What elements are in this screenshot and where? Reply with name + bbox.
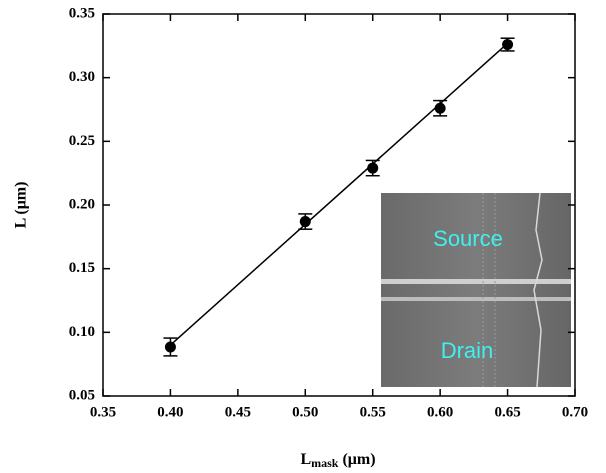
y-tick-label: 0.10 — [69, 324, 95, 340]
y-tick-label: 0.15 — [69, 260, 95, 276]
y-tick-label: 0.25 — [69, 133, 95, 149]
data-point — [367, 162, 379, 174]
x-tick-label: 0.40 — [157, 404, 183, 420]
x-tick-label: 0.65 — [494, 404, 520, 420]
data-point — [434, 102, 446, 114]
x-tick-label: 0.35 — [90, 404, 116, 420]
inset-label: Drain — [441, 338, 494, 363]
y-tick-label: 0.20 — [69, 196, 95, 212]
y-tick-label: 0.05 — [69, 387, 95, 403]
y-tick-label: 0.30 — [69, 69, 95, 85]
data-point — [299, 216, 311, 228]
y-tick-label: 0.35 — [69, 5, 95, 21]
data-point — [164, 341, 176, 353]
inset-image: Source Drain — [381, 192, 571, 388]
data-point — [502, 39, 514, 51]
fit-line — [169, 42, 509, 346]
x-tick-label: 0.50 — [292, 404, 318, 420]
x-axis-label: Lmask (μm) — [300, 451, 375, 470]
y-axis-label: L (μm) — [13, 182, 30, 229]
inset-label: Source — [433, 226, 503, 251]
x-tick-label: 0.70 — [562, 404, 588, 420]
x-tick-label: 0.60 — [427, 404, 453, 420]
x-tick-label: 0.45 — [225, 404, 251, 420]
x-tick-label: 0.55 — [360, 404, 386, 420]
